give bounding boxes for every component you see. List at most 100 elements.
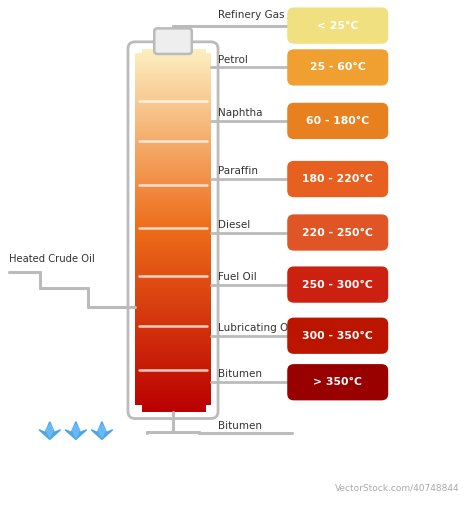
Bar [135, 274, 211, 275]
Text: Lubricating Oil: Lubricating Oil [218, 323, 294, 333]
Bar [135, 323, 211, 324]
Bar [135, 106, 211, 107]
Bar [135, 337, 211, 338]
Bar [135, 226, 211, 228]
FancyBboxPatch shape [287, 103, 388, 139]
Bar [135, 196, 211, 198]
Bar [135, 189, 211, 190]
Bar [135, 332, 211, 333]
Bar [135, 162, 211, 164]
FancyBboxPatch shape [287, 49, 388, 85]
Bar [135, 277, 211, 278]
Bar [135, 407, 211, 408]
Bar [135, 371, 211, 373]
Bar [135, 112, 211, 113]
Bar [135, 64, 211, 66]
Text: < 25°C: < 25°C [317, 20, 358, 31]
Text: Bitumen: Bitumen [218, 421, 262, 431]
FancyBboxPatch shape [287, 215, 388, 250]
Bar [135, 303, 211, 304]
Text: 180 - 220°C: 180 - 220°C [302, 174, 373, 184]
Bar [135, 140, 211, 141]
Bar [135, 159, 211, 160]
Text: 25 - 60°C: 25 - 60°C [310, 62, 365, 73]
Bar [135, 263, 211, 264]
Bar [135, 310, 211, 311]
Bar [135, 393, 211, 394]
Bar [135, 386, 211, 387]
Polygon shape [91, 422, 113, 439]
Polygon shape [39, 422, 61, 439]
Bar [135, 137, 211, 138]
Bar [135, 167, 211, 169]
Bar [135, 391, 211, 392]
Bar [135, 238, 211, 239]
Bar [135, 215, 211, 216]
Bar [135, 55, 211, 56]
Bar [135, 275, 211, 276]
Bar [135, 213, 211, 215]
Bar [135, 193, 211, 194]
Bar [135, 344, 211, 345]
Bar [135, 217, 211, 218]
Bar [135, 183, 211, 184]
Bar [135, 299, 211, 300]
Bar [135, 396, 211, 397]
Bar [135, 269, 211, 270]
Bar [135, 298, 211, 299]
Bar [135, 352, 211, 354]
Bar [135, 91, 211, 92]
Bar [135, 390, 211, 391]
Bar [135, 377, 211, 378]
Bar [135, 144, 211, 146]
Bar [135, 368, 211, 369]
Bar [135, 346, 211, 347]
Bar [135, 218, 211, 219]
Bar [135, 338, 211, 339]
Bar [135, 264, 211, 265]
Bar [135, 384, 211, 385]
Bar [135, 316, 211, 317]
Bar [135, 381, 211, 383]
Bar [135, 175, 211, 176]
Bar [135, 115, 211, 117]
Bar [135, 135, 211, 136]
Bar [135, 108, 211, 109]
Bar [135, 231, 211, 233]
Bar [135, 347, 211, 349]
Bar [135, 248, 211, 249]
Text: Refinery Gas: Refinery Gas [218, 10, 284, 20]
Bar [135, 87, 211, 89]
Bar [135, 239, 211, 240]
Bar [135, 351, 211, 352]
Bar [135, 394, 211, 396]
Bar [135, 365, 211, 367]
Bar [135, 320, 211, 321]
Bar [135, 268, 211, 269]
Bar [135, 129, 211, 130]
Bar [135, 119, 211, 120]
Bar [135, 72, 211, 73]
Bar [135, 341, 211, 342]
Bar [135, 216, 211, 217]
Bar [135, 329, 211, 331]
Bar [135, 69, 211, 71]
Bar [135, 254, 211, 256]
Bar [135, 251, 211, 252]
Bar [135, 67, 211, 68]
Bar [135, 222, 211, 223]
Bar [135, 380, 211, 381]
Text: VectorStock.com/40748844: VectorStock.com/40748844 [335, 483, 460, 493]
Bar [135, 261, 211, 262]
Bar [135, 331, 211, 332]
Bar [135, 173, 211, 175]
Bar [135, 340, 211, 341]
Bar [135, 225, 211, 226]
Bar [135, 230, 211, 231]
Bar [135, 334, 211, 335]
Bar [135, 400, 211, 401]
Bar [135, 410, 211, 411]
FancyBboxPatch shape [287, 266, 388, 303]
FancyBboxPatch shape [154, 29, 192, 54]
Bar [135, 210, 211, 211]
